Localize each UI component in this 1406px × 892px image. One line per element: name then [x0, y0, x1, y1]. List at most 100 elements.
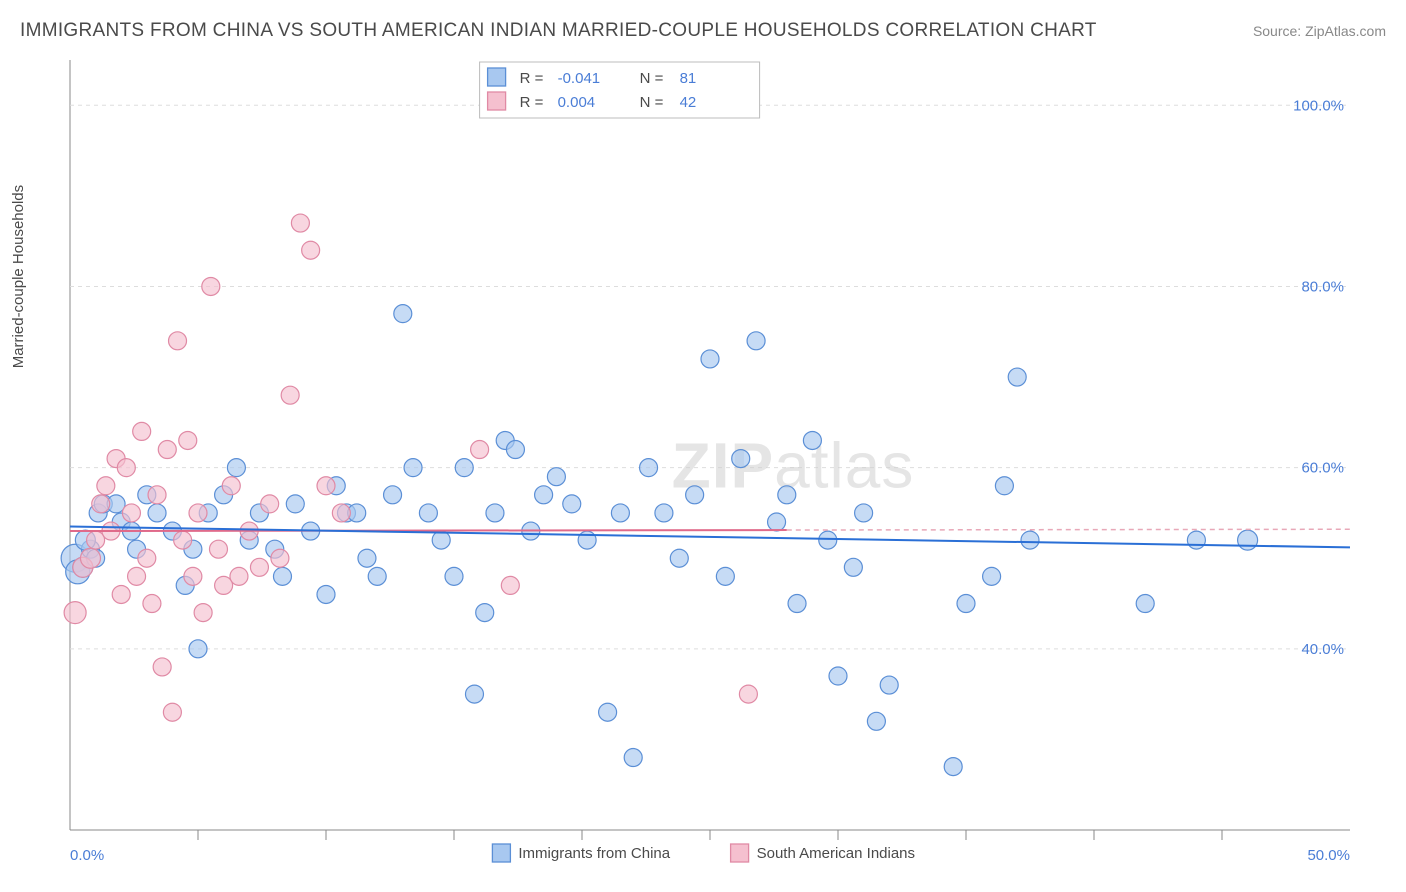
pink-series-point [97, 477, 115, 495]
pink-series-point [271, 549, 289, 567]
legend-swatch [488, 68, 506, 86]
blue-series-point [476, 604, 494, 622]
x-tick-label: 50.0% [1307, 847, 1350, 864]
blue-series-point [778, 486, 796, 504]
pink-series-point [174, 531, 192, 549]
x-tick-label: 0.0% [70, 847, 104, 864]
blue-series-point [419, 504, 437, 522]
bottom-legend-label: Immigrants from China [518, 845, 670, 862]
blue-series-point [788, 595, 806, 613]
blue-series-point [465, 685, 483, 703]
blue-series-point [732, 450, 750, 468]
bottom-legend-swatch [731, 844, 749, 862]
pink-series-point [291, 214, 309, 232]
y-axis-label: Married-couple Households [10, 185, 27, 368]
blue-series-point [995, 477, 1013, 495]
correlation-scatter-chart: 40.0%60.0%80.0%100.0%0.0%50.0%ZIPatlasR … [20, 50, 1360, 870]
blue-series-point [317, 585, 335, 603]
blue-series-point [624, 749, 642, 767]
legend-r-label: R = [520, 70, 544, 87]
blue-series-point [535, 486, 553, 504]
legend-n-value: 42 [680, 94, 697, 111]
pink-series-point [317, 477, 335, 495]
pink-series-point [163, 703, 181, 721]
pink-series-point [209, 540, 227, 558]
blue-series-point [716, 567, 734, 585]
pink-series-point [202, 277, 220, 295]
pink-series-point [281, 386, 299, 404]
legend-n-label: N = [640, 70, 664, 87]
pink-series-point [222, 477, 240, 495]
legend-swatch [488, 92, 506, 110]
y-tick-label: 60.0% [1301, 460, 1344, 477]
blue-series-point [768, 513, 786, 531]
pink-series-point [153, 658, 171, 676]
blue-series-point [855, 504, 873, 522]
pink-series-point [133, 422, 151, 440]
bottom-legend-label: South American Indians [757, 845, 915, 862]
pink-series-point [471, 441, 489, 459]
blue-series-point [547, 468, 565, 486]
blue-series-point [944, 758, 962, 776]
blue-series-point [1187, 531, 1205, 549]
blue-series-point [670, 549, 688, 567]
blue-series-point [1008, 368, 1026, 386]
bottom-legend-swatch [492, 844, 510, 862]
pink-series-point [230, 567, 248, 585]
blue-series-point [148, 504, 166, 522]
blue-series-point [640, 459, 658, 477]
pink-series-point [194, 604, 212, 622]
blue-series-point [1136, 595, 1154, 613]
pink-series-point [112, 585, 130, 603]
pink-series-point [169, 332, 187, 350]
pink-series-point [184, 567, 202, 585]
blue-series-point [701, 350, 719, 368]
pink-series-point [332, 504, 350, 522]
blue-series-point [394, 305, 412, 323]
pink-series-point [92, 495, 110, 513]
pink-trendline-dashed [787, 529, 1350, 530]
blue-series-point [404, 459, 422, 477]
pink-series-point [501, 576, 519, 594]
pink-series-point [261, 495, 279, 513]
blue-series-point [983, 567, 1001, 585]
blue-series-point [880, 676, 898, 694]
pink-series-point [250, 558, 268, 576]
blue-series-point [819, 531, 837, 549]
pink-series-point [143, 595, 161, 613]
blue-series-point [563, 495, 581, 513]
source-label: Source: ZipAtlas.com [1253, 23, 1386, 39]
y-tick-label: 100.0% [1293, 97, 1344, 114]
pink-series-point [64, 602, 86, 624]
blue-series-point [599, 703, 617, 721]
blue-series-point [455, 459, 473, 477]
blue-series-point [803, 431, 821, 449]
pink-series-point [739, 685, 757, 703]
pink-trendline [70, 530, 787, 531]
blue-series-point [1021, 531, 1039, 549]
pink-series-point [80, 548, 100, 568]
blue-series-point [358, 549, 376, 567]
pink-series-point [128, 567, 146, 585]
pink-series-point [138, 549, 156, 567]
y-tick-label: 40.0% [1301, 641, 1344, 658]
pink-series-point [302, 241, 320, 259]
blue-series-point [286, 495, 304, 513]
chart-title: IMMIGRANTS FROM CHINA VS SOUTH AMERICAN … [20, 20, 1097, 42]
pink-series-point [148, 486, 166, 504]
blue-series-point [189, 640, 207, 658]
legend-r-value: -0.041 [558, 70, 601, 87]
blue-series-point [486, 504, 504, 522]
legend-r-value: 0.004 [558, 94, 596, 111]
blue-series-point [368, 567, 386, 585]
blue-series-point [829, 667, 847, 685]
pink-series-point [158, 441, 176, 459]
blue-series-point [655, 504, 673, 522]
pink-series-point [122, 504, 140, 522]
pink-series-point [117, 459, 135, 477]
blue-series-point [1238, 530, 1258, 550]
blue-series-point [445, 567, 463, 585]
legend-n-label: N = [640, 94, 664, 111]
blue-series-point [384, 486, 402, 504]
blue-series-point [957, 595, 975, 613]
